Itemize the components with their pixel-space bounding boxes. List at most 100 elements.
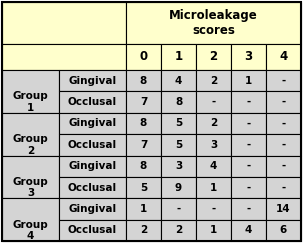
Text: Occlusal: Occlusal: [68, 97, 117, 107]
Bar: [161, 91, 196, 113]
Bar: [2, 113, 59, 156]
Text: Occlusal: Occlusal: [68, 140, 117, 150]
Bar: [59, 91, 126, 113]
Bar: [161, 44, 196, 70]
Bar: [196, 156, 231, 177]
Text: -: -: [281, 76, 286, 86]
Bar: [231, 113, 266, 134]
Bar: [196, 113, 231, 134]
Text: 8: 8: [140, 118, 147, 129]
Bar: [266, 113, 301, 134]
Text: 8: 8: [140, 161, 147, 171]
Text: Group
1: Group 1: [13, 91, 48, 113]
Text: 9: 9: [175, 182, 182, 192]
Text: 6: 6: [280, 225, 287, 235]
Text: 7: 7: [140, 140, 147, 150]
Bar: [126, 220, 161, 241]
Text: 1: 1: [210, 225, 217, 235]
Bar: [161, 198, 196, 220]
Bar: [231, 44, 266, 70]
Bar: [2, 44, 126, 70]
Text: 2: 2: [210, 76, 217, 86]
Bar: [196, 91, 231, 113]
Bar: [126, 113, 161, 134]
Text: Microleakage
scores: Microleakage scores: [169, 9, 258, 37]
Bar: [161, 220, 196, 241]
Text: 8: 8: [140, 76, 147, 86]
Text: 4: 4: [279, 51, 288, 63]
Bar: [126, 134, 161, 156]
Text: -: -: [246, 204, 251, 214]
Bar: [231, 198, 266, 220]
Bar: [59, 70, 126, 91]
Bar: [266, 44, 301, 70]
Text: 3: 3: [245, 51, 253, 63]
Bar: [2, 70, 59, 113]
Text: 14: 14: [276, 204, 291, 214]
Bar: [161, 134, 196, 156]
Bar: [59, 198, 126, 220]
Bar: [266, 220, 301, 241]
Text: -: -: [211, 97, 216, 107]
Text: -: -: [246, 161, 251, 171]
Text: -: -: [281, 182, 286, 192]
Text: -: -: [281, 118, 286, 129]
Bar: [59, 134, 126, 156]
Text: 7: 7: [140, 97, 147, 107]
Text: 3: 3: [175, 161, 182, 171]
Text: -: -: [176, 204, 181, 214]
Text: Gingival: Gingival: [68, 118, 117, 129]
Text: 2: 2: [209, 51, 218, 63]
Text: 3: 3: [210, 140, 217, 150]
Text: -: -: [246, 118, 251, 129]
Text: 2: 2: [140, 225, 147, 235]
Text: 1: 1: [140, 204, 147, 214]
Bar: [266, 198, 301, 220]
Text: -: -: [281, 97, 286, 107]
Bar: [126, 198, 161, 220]
Bar: [231, 70, 266, 91]
Bar: [266, 91, 301, 113]
Bar: [231, 156, 266, 177]
Text: -: -: [246, 182, 251, 192]
Text: Gingival: Gingival: [68, 204, 117, 214]
Text: -: -: [246, 97, 251, 107]
Bar: [59, 177, 126, 198]
Bar: [161, 113, 196, 134]
Text: -: -: [246, 140, 251, 150]
Text: Group
2: Group 2: [13, 134, 48, 156]
Bar: [196, 134, 231, 156]
Bar: [196, 70, 231, 91]
Bar: [59, 156, 126, 177]
Text: 8: 8: [175, 97, 182, 107]
Bar: [59, 113, 126, 134]
Bar: [196, 44, 231, 70]
Text: -: -: [281, 161, 286, 171]
Bar: [196, 177, 231, 198]
Bar: [266, 134, 301, 156]
Bar: [266, 70, 301, 91]
Bar: [266, 156, 301, 177]
Bar: [126, 44, 161, 70]
Bar: [2, 156, 59, 198]
Text: 4: 4: [245, 225, 252, 235]
Bar: [161, 177, 196, 198]
Bar: [126, 177, 161, 198]
Bar: [231, 220, 266, 241]
Text: 4: 4: [210, 161, 217, 171]
Bar: [196, 198, 231, 220]
Bar: [126, 156, 161, 177]
Bar: [231, 177, 266, 198]
Bar: [196, 220, 231, 241]
Text: 2: 2: [210, 118, 217, 129]
Text: Group
3: Group 3: [13, 177, 48, 198]
Text: 5: 5: [140, 182, 147, 192]
Text: 0: 0: [139, 51, 148, 63]
Bar: [126, 91, 161, 113]
Bar: [231, 134, 266, 156]
Bar: [2, 2, 126, 44]
Text: 4: 4: [175, 76, 182, 86]
Bar: [161, 70, 196, 91]
Text: Gingival: Gingival: [68, 161, 117, 171]
Text: 2: 2: [175, 225, 182, 235]
